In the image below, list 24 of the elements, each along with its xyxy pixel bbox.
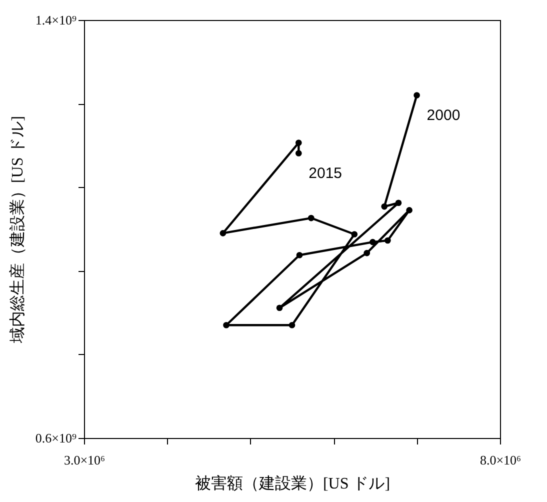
- point: [381, 203, 388, 210]
- point: [223, 322, 230, 328]
- point: [276, 304, 283, 312]
- annotation: 2000: [426, 107, 460, 124]
- y-axis-title: 域内総生産（建設業）[US ドル]: [8, 116, 26, 344]
- point: [295, 140, 302, 146]
- point: [370, 238, 376, 246]
- point: [351, 231, 358, 238]
- y-tick-label: 1.4×10⁹: [35, 12, 77, 28]
- point: [295, 150, 302, 156]
- point: [296, 252, 303, 258]
- point: [384, 237, 391, 244]
- point: [395, 200, 402, 206]
- x-tick-label: 8.0×10⁶: [480, 452, 522, 468]
- annotation: 2015: [308, 165, 342, 182]
- point: [220, 230, 226, 236]
- y-tick-label: 0.6×10⁹: [35, 430, 77, 446]
- x-tick-label: 3.0×10⁶: [64, 452, 106, 468]
- point: [308, 214, 314, 222]
- x-axis-title: 被害額（建設業）[US ドル]: [194, 474, 390, 492]
- point: [414, 92, 420, 98]
- point: [288, 322, 296, 328]
- point: [406, 207, 412, 214]
- point: [364, 250, 370, 256]
